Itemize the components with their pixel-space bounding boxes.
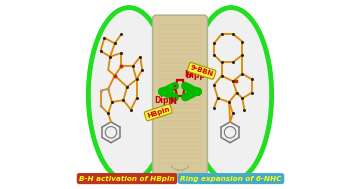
Text: 9-BBN: 9-BBN	[189, 64, 214, 77]
Text: B-H activation of HBpin: B-H activation of HBpin	[79, 176, 175, 182]
Text: HBpin: HBpin	[146, 106, 170, 119]
Text: N: N	[169, 97, 176, 106]
Text: N: N	[184, 70, 191, 79]
Text: Dipp: Dipp	[186, 71, 206, 81]
Text: :: :	[172, 83, 177, 93]
Text: Ring expansion of 6-NHC: Ring expansion of 6-NHC	[180, 176, 282, 182]
Text: Dipp: Dipp	[154, 96, 174, 105]
Ellipse shape	[88, 8, 170, 181]
FancyBboxPatch shape	[153, 15, 207, 174]
Ellipse shape	[190, 8, 272, 181]
